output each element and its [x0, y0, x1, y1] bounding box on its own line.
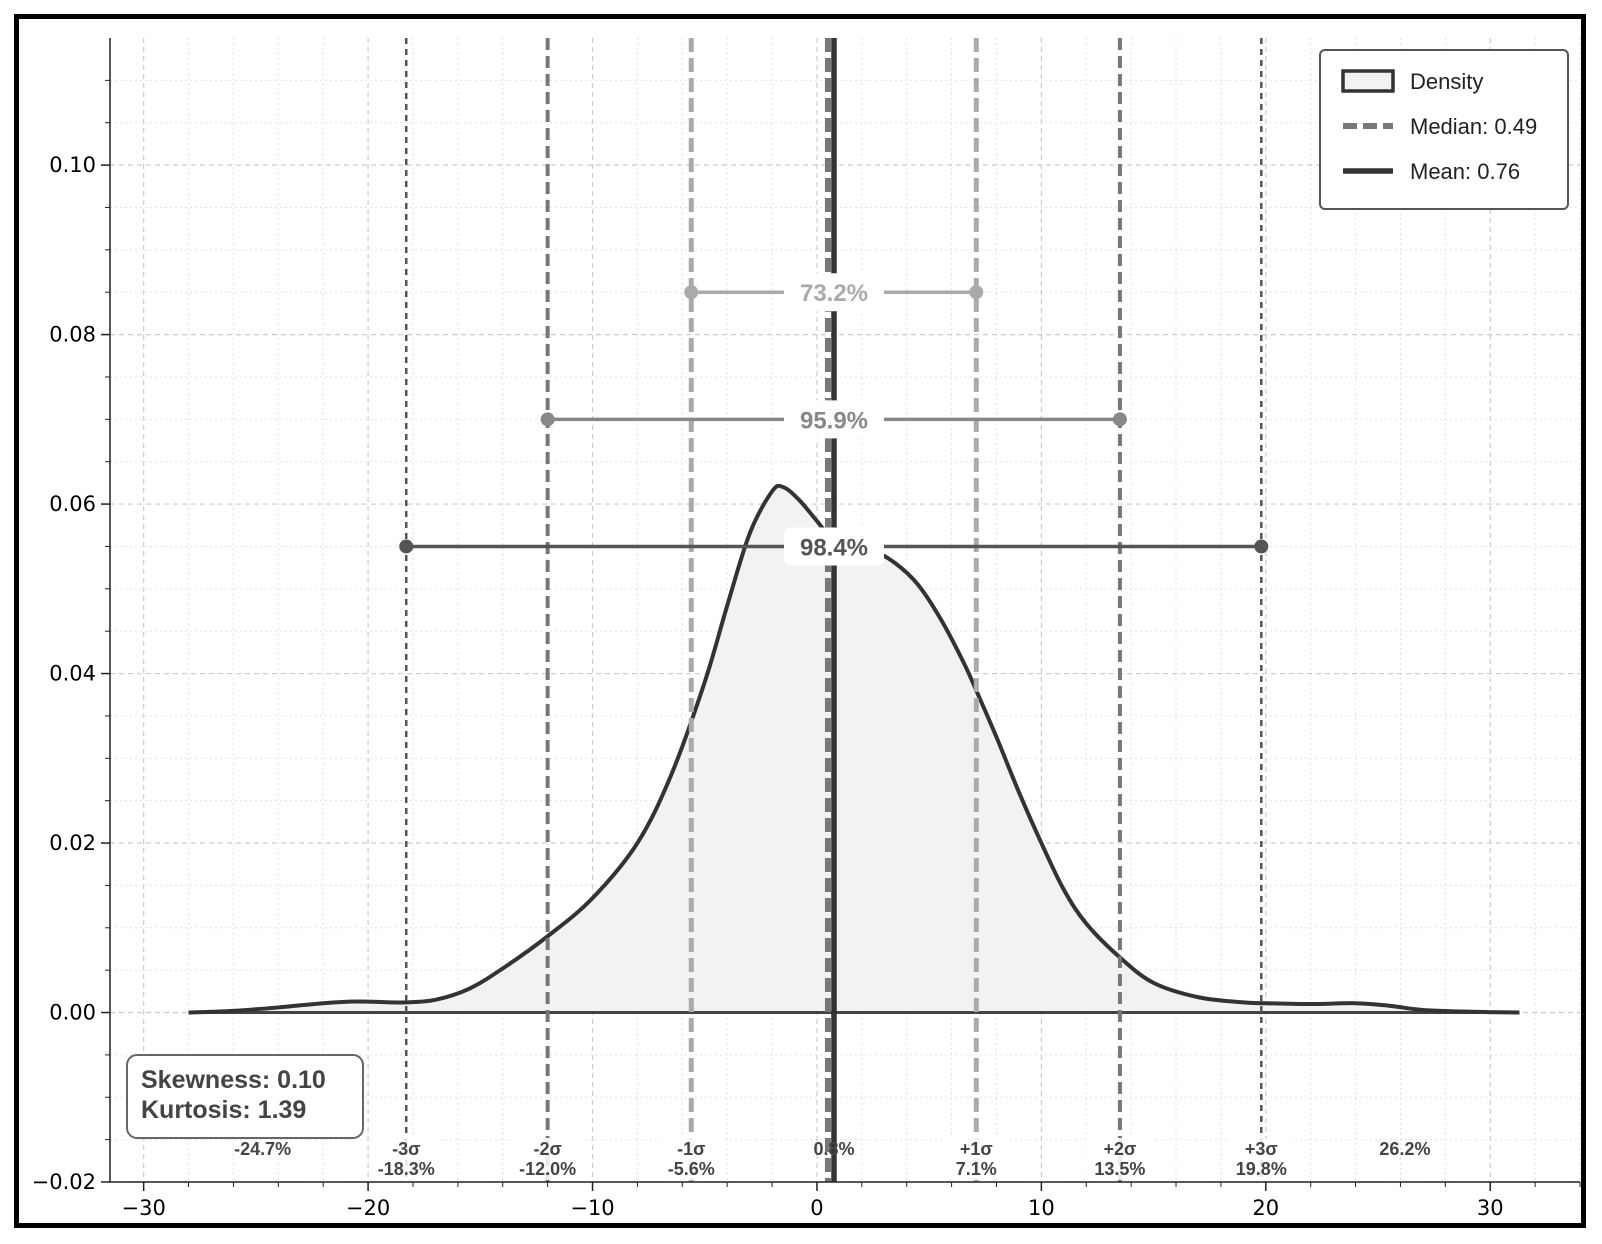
sigma-name-label: +3σ: [1245, 1139, 1278, 1159]
y-tick-label: 0.06: [49, 492, 96, 516]
skewness-label: Skewness: 0.10: [141, 1066, 326, 1094]
interval-label-bg: [784, 273, 885, 312]
interval-endpoint-left: [399, 539, 414, 554]
sigma-label-bg: [942, 1138, 1011, 1180]
x-tick-label: 0: [810, 1196, 823, 1220]
y-tick-label: 0.10: [49, 153, 96, 177]
sigma-value-label: -5.6%: [668, 1159, 715, 1179]
x-tick-label: −10: [570, 1196, 614, 1220]
sigma-name-label: -1σ: [677, 1139, 705, 1159]
sigma-labels: -3σ-18.3% -2σ-12.0% -1σ-5.6% +1σ7.1% +2σ13.5…: [234, 1138, 1430, 1180]
axes: −30 −20 −10 0 10 20 30 −0.02 0.00 0.02 0.04 0.06 0.0…: [32, 38, 1581, 1220]
interval-label-bg: [784, 527, 885, 566]
y-tick-label: 0.02: [49, 831, 96, 855]
x-tick-label: 10: [1028, 1196, 1055, 1220]
x-tick-label: −20: [346, 1196, 390, 1220]
sigma-label-bg: [1227, 1138, 1296, 1180]
edge-value-label: 26.2%: [1379, 1139, 1430, 1159]
legend-density-swatch: [1341, 69, 1395, 93]
interval-label: 95.9%: [800, 407, 868, 434]
legend-density-label: Density: [1410, 69, 1483, 94]
sigma-name-label: -3σ: [392, 1139, 420, 1159]
sigma-value-label: 13.5%: [1094, 1159, 1145, 1179]
sigma-value-label: 7.1%: [956, 1159, 997, 1179]
density-fill: [188, 485, 1520, 1013]
stats-box-frame: [126, 1054, 364, 1139]
interval-endpoint-right: [969, 285, 984, 300]
sigma-lines: [404, 38, 1263, 1182]
sigma-value-label: 19.8%: [1236, 1159, 1287, 1179]
sigma-label-bg: [1085, 1138, 1154, 1180]
interval-brackets: 73.2% 95.9% 98.4%: [399, 273, 1269, 566]
center-lines: [824, 38, 837, 1182]
sigma-label-bg: [657, 1138, 726, 1180]
sigma-value-label: -18.3%: [378, 1159, 435, 1179]
interval-endpoint-right: [1112, 412, 1127, 427]
sigma-label-bg: [513, 1138, 582, 1180]
sigma-name-label: +1σ: [960, 1139, 993, 1159]
y-tick-label: 0.04: [49, 662, 96, 686]
sigma-name-label: +2σ: [1104, 1139, 1137, 1159]
interval-endpoint-right: [1254, 539, 1269, 554]
interval-endpoint-left: [540, 412, 555, 427]
kurtosis-label: Kurtosis: 1.39: [141, 1096, 306, 1124]
stats-box: Skewness: 0.10 Kurtosis: 1.39: [126, 1054, 364, 1139]
y-tick-label: −0.02: [32, 1170, 96, 1194]
sigma-value-label: -12.0%: [519, 1159, 576, 1179]
sigma-label-bg: [372, 1138, 441, 1180]
interval-label: 73.2%: [800, 280, 868, 307]
y-tick-label: 0.00: [49, 1001, 96, 1025]
x-tick-label: −30: [122, 1196, 166, 1220]
legend-mean-label: Mean: 0.76: [1410, 159, 1520, 184]
center-value-label: 0.8%: [813, 1139, 854, 1159]
interval-endpoint-left: [684, 285, 699, 300]
edge-value-label: -24.7%: [234, 1139, 291, 1159]
x-tick-label: 20: [1252, 1196, 1279, 1220]
interval-label: 98.4%: [800, 534, 868, 561]
x-tick-label: 30: [1477, 1196, 1504, 1220]
legend: Density Median: 0.49 Mean: 0.76: [1319, 49, 1569, 210]
interval-label-bg: [784, 400, 885, 439]
sigma-name-label: -2σ: [533, 1139, 561, 1159]
legend-median-label: Median: 0.49: [1410, 114, 1537, 139]
y-tick-label: 0.08: [49, 323, 96, 347]
